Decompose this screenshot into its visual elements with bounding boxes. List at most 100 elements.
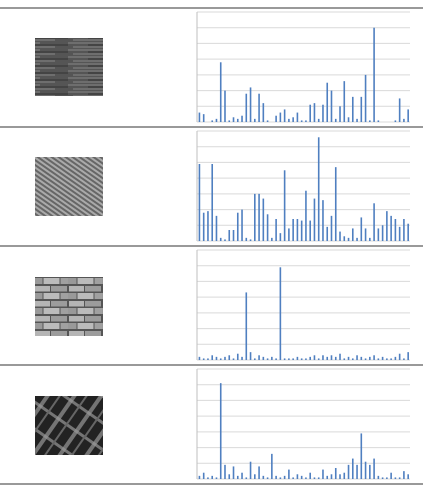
bar	[250, 87, 252, 122]
bar	[258, 355, 260, 360]
bar	[297, 357, 299, 360]
bar	[288, 358, 290, 360]
bar	[288, 119, 290, 122]
bar	[245, 94, 247, 122]
bar	[331, 355, 333, 360]
bar	[322, 355, 324, 360]
bar	[399, 477, 401, 479]
bar	[233, 117, 235, 122]
bar	[228, 355, 230, 360]
bar	[275, 219, 277, 241]
bar	[403, 471, 405, 479]
bar	[280, 113, 282, 122]
figure	[0, 0, 423, 486]
bar	[395, 120, 397, 122]
bar	[297, 219, 299, 241]
bar	[233, 358, 235, 360]
bar	[407, 474, 409, 479]
bar	[271, 238, 273, 241]
bar	[314, 477, 316, 479]
bar	[356, 238, 358, 241]
bar	[390, 358, 392, 360]
bar	[343, 473, 345, 479]
bar	[378, 358, 380, 360]
bar	[365, 75, 367, 122]
bar	[305, 358, 307, 360]
bar	[297, 113, 299, 122]
bar	[395, 357, 397, 360]
bar	[245, 292, 247, 360]
bar	[305, 191, 307, 241]
texture-image	[35, 277, 103, 336]
texture-image	[35, 38, 103, 96]
texture-image	[35, 396, 103, 455]
bar	[263, 476, 265, 479]
bar	[237, 476, 239, 479]
bar	[211, 120, 213, 122]
bar	[254, 474, 256, 479]
bar	[292, 117, 294, 122]
bar	[403, 219, 405, 241]
bar	[203, 213, 205, 241]
bar	[237, 354, 239, 360]
bar	[407, 352, 409, 360]
bar	[301, 120, 303, 122]
bar	[250, 462, 252, 479]
bar	[309, 105, 311, 122]
bar	[390, 473, 392, 479]
bar	[369, 120, 371, 122]
bar	[348, 357, 350, 360]
bar	[305, 120, 307, 122]
bar	[322, 470, 324, 479]
bar	[220, 358, 222, 360]
bar	[254, 194, 256, 241]
bar	[403, 358, 405, 360]
bar	[309, 473, 311, 479]
bar	[335, 167, 337, 241]
bar	[318, 358, 320, 360]
bar	[216, 216, 218, 241]
bar	[267, 477, 269, 479]
bar	[322, 105, 324, 122]
bar	[373, 355, 375, 360]
bar	[267, 120, 269, 122]
bar	[280, 267, 282, 360]
bar	[318, 477, 320, 479]
bar	[203, 473, 205, 479]
bar	[258, 194, 260, 241]
bar	[220, 238, 222, 241]
bar	[314, 103, 316, 122]
bar	[241, 473, 243, 479]
bar	[199, 113, 201, 122]
bar	[352, 459, 354, 479]
bar	[224, 91, 226, 122]
bar	[228, 474, 230, 479]
bar	[361, 357, 363, 360]
bar	[378, 120, 380, 122]
bar	[245, 477, 247, 479]
bar	[241, 357, 243, 360]
bar	[322, 200, 324, 241]
bar	[382, 225, 384, 241]
bar	[365, 228, 367, 241]
bar	[365, 462, 367, 479]
bar	[309, 357, 311, 360]
bar	[403, 119, 405, 122]
bar	[339, 232, 341, 241]
bar	[284, 358, 286, 360]
bar	[250, 239, 252, 241]
bar	[199, 164, 201, 241]
bar	[361, 433, 363, 479]
bar	[390, 216, 392, 241]
bar	[211, 355, 213, 360]
bar	[356, 355, 358, 360]
bar	[399, 354, 401, 360]
bar	[339, 474, 341, 479]
bar	[292, 477, 294, 479]
bar	[399, 227, 401, 241]
bar	[245, 238, 247, 241]
bar	[224, 357, 226, 360]
bar	[386, 358, 388, 360]
bar	[386, 211, 388, 241]
bar	[275, 358, 277, 360]
